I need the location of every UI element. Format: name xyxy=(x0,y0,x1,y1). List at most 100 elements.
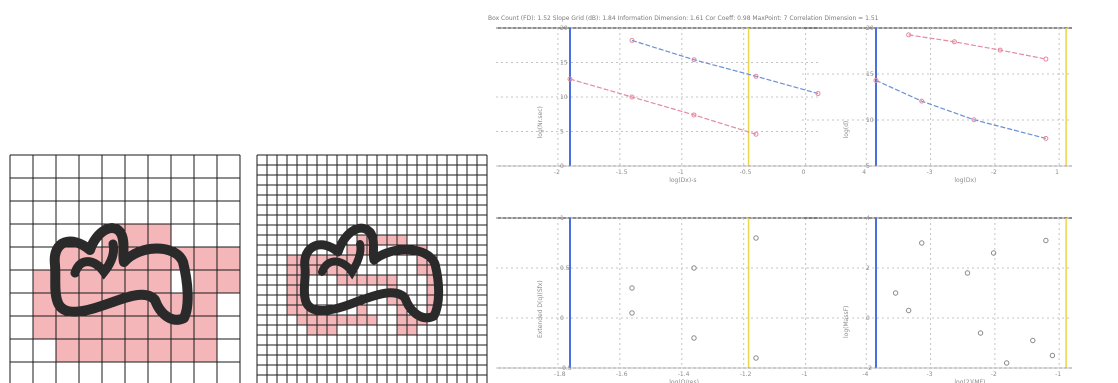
x-tick-label: -1.2 xyxy=(740,371,752,378)
fine-occupied-cell xyxy=(397,235,407,245)
coarse-occupied-cell xyxy=(125,339,148,362)
data-point xyxy=(905,307,912,314)
coarse-occupied-cell xyxy=(171,339,194,362)
x-tick-label: -1 xyxy=(1055,371,1061,378)
y-tick-label: 5 xyxy=(866,163,870,170)
y-tick-label: 5 xyxy=(560,129,564,136)
fine-occupied-cell xyxy=(307,255,317,265)
data-point xyxy=(691,112,697,118)
data-point xyxy=(1043,135,1049,141)
chart-3: -1.8 -1.6 -1.4 -1.2 -1 1 0.5 0 -0.5 log(Q/res) Ext… xyxy=(496,215,818,383)
y-axis-label: log(MassF) xyxy=(843,306,850,338)
fine-occupied-cell xyxy=(387,295,397,305)
data-point xyxy=(815,91,821,97)
coarse-occupied-cell xyxy=(56,339,79,362)
x-tick-label: -0.5 xyxy=(740,169,752,176)
fine-occupied-cell xyxy=(357,305,367,315)
fine-occupied-cell xyxy=(317,315,327,325)
x-tick-label: -3 xyxy=(927,371,933,378)
fine-occupied-cell xyxy=(397,325,407,335)
x-tick-label: -2 xyxy=(554,169,560,176)
fine-occupied-cell xyxy=(327,265,337,275)
y-tick-label: 1 xyxy=(560,215,564,222)
coarse-occupied-cell xyxy=(194,247,217,270)
coarse-occupied-cell xyxy=(194,270,217,293)
fine-occupied-cell xyxy=(287,255,297,265)
y-tick-label: -0.5 xyxy=(560,365,572,372)
data-point xyxy=(873,77,879,83)
data-point xyxy=(753,355,759,361)
data-point xyxy=(919,240,925,246)
x-tick-label: -1.5 xyxy=(616,169,628,176)
y-axis-label: log(d) xyxy=(843,121,850,139)
fine-occupied-cell xyxy=(417,255,427,265)
data-point xyxy=(1003,360,1010,366)
series-line xyxy=(631,39,819,95)
coarse-occupied-cell xyxy=(102,270,125,293)
data-point xyxy=(629,285,635,291)
fine-occupied-cell xyxy=(417,265,427,275)
coarse-occupied-cell xyxy=(217,247,240,270)
x-tick-label: -1 xyxy=(802,371,808,378)
x-tick-label: -1 xyxy=(678,169,684,176)
fine-occupied-cell xyxy=(357,315,367,325)
fine-occupied-cell xyxy=(307,265,317,275)
x-tick-label: -4 xyxy=(862,371,868,378)
fine-occupied-cell xyxy=(397,315,407,325)
data-point xyxy=(629,94,635,100)
fine-occupied-cell xyxy=(387,235,397,245)
series-line xyxy=(875,79,1047,139)
chart-2: 4 -3 -2 1 20 15 10 5 log(Dx) log(d) xyxy=(802,25,1072,184)
x-axis-label: log(Dx)-s xyxy=(669,177,696,184)
coarse-occupied-cell xyxy=(33,316,56,339)
data-point xyxy=(997,47,1003,53)
y-axis-label: log(Nr.sec) xyxy=(537,106,544,138)
fine-blob-curve-icon xyxy=(299,223,444,323)
coarse-blob-curve-icon xyxy=(49,223,193,325)
coarse-occupied-cell xyxy=(194,339,217,362)
data-point xyxy=(691,57,697,63)
fine-occupied-cell xyxy=(427,295,437,305)
chart-4: -4 -3 -2 -1 4 2 0 -2 log(2)(MF) log(MassF) xyxy=(802,215,1072,383)
data-point xyxy=(892,290,899,296)
fine-occupied-cell xyxy=(297,305,307,315)
fine-occupied-cell xyxy=(287,305,297,315)
y-tick-label: 10 xyxy=(866,117,874,124)
fine-occupied-cell xyxy=(307,315,317,325)
data-point xyxy=(1049,352,1056,359)
y-tick-label: 2 xyxy=(866,265,870,272)
fine-occupied-cell xyxy=(287,275,297,285)
coarse-occupied-cell xyxy=(56,316,79,339)
fine-occupied-cell xyxy=(357,275,367,285)
analysis-header: Box Count (FD): 1.52 Slope Grid (dB): 1.… xyxy=(488,15,879,22)
fine-occupied-cell xyxy=(347,245,357,255)
data-point xyxy=(964,270,971,276)
y-tick-label: 0 xyxy=(560,315,564,322)
x-tick-label: 4 xyxy=(862,169,866,176)
fine-occupied-cell xyxy=(347,255,357,265)
x-tick-label: 1 xyxy=(1055,169,1059,176)
x-tick-label: 0 xyxy=(802,169,806,176)
fine-occupied-cell xyxy=(327,325,337,335)
data-point xyxy=(629,310,635,316)
series-line xyxy=(569,78,757,135)
fine-occupied-cell xyxy=(337,265,347,275)
y-tick-label: 0 xyxy=(866,315,870,322)
fine-occupied-cell xyxy=(307,325,317,335)
coarse-occupied-cell xyxy=(125,316,148,339)
coarse-occupied-cell xyxy=(79,316,102,339)
coarse-occupied-cell xyxy=(79,339,102,362)
data-point xyxy=(629,37,635,43)
y-tick-label: -2 xyxy=(866,365,872,372)
x-tick-label: -2 xyxy=(991,371,997,378)
coarse-occupied-cell xyxy=(102,339,125,362)
fine-occupied-cell xyxy=(357,235,367,245)
coarse-occupied-cell xyxy=(79,270,102,293)
x-tick-label: -1.4 xyxy=(678,371,690,378)
fine-occupied-cell xyxy=(337,275,347,285)
data-point xyxy=(753,73,759,79)
data-point xyxy=(977,330,984,336)
fine-occupied-cell xyxy=(347,315,357,325)
fine-occupied-cell xyxy=(407,315,417,325)
